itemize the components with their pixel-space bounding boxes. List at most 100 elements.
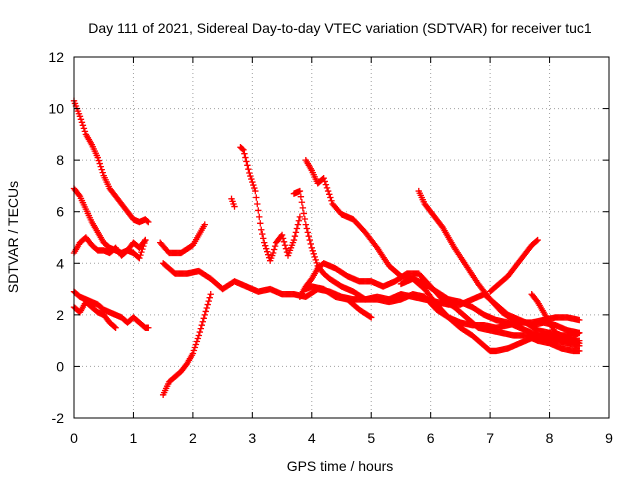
data-point <box>204 301 211 308</box>
series-arc-06 <box>156 221 208 257</box>
data-point <box>533 237 540 245</box>
x-tick-label: 6 <box>427 430 435 446</box>
y-tick-label: 10 <box>48 101 64 117</box>
data-point <box>368 314 375 321</box>
data-point <box>201 311 208 319</box>
data-point <box>141 238 148 245</box>
data-point <box>201 221 208 228</box>
data-point <box>298 199 306 206</box>
data-point <box>296 187 304 195</box>
data-point <box>145 218 152 226</box>
data-point <box>366 313 374 320</box>
data-point <box>299 204 307 212</box>
data-point <box>248 175 255 183</box>
data-point <box>252 187 259 195</box>
data-point <box>269 249 277 257</box>
data-point <box>310 250 317 258</box>
data-point <box>576 329 583 337</box>
data-point <box>200 315 207 322</box>
data-point <box>207 291 214 298</box>
data-point <box>263 245 270 252</box>
data-point <box>255 207 262 214</box>
x-tick-labels: 0 1 2 3 4 5 6 7 8 9 <box>70 430 613 446</box>
data-point <box>231 203 238 210</box>
data-point <box>278 231 286 239</box>
data-point <box>307 240 314 248</box>
data-point <box>98 166 105 173</box>
data-point <box>292 229 300 236</box>
data-point <box>281 242 289 249</box>
y-tick-label: 0 <box>56 358 64 374</box>
data-point <box>243 158 250 165</box>
series-arc-01 <box>70 97 152 226</box>
data-point <box>264 251 272 258</box>
data-point <box>294 221 302 228</box>
data-point <box>576 347 583 355</box>
data-point <box>326 191 333 198</box>
data-point <box>313 259 320 267</box>
data-point <box>295 217 303 224</box>
data-point <box>80 125 88 132</box>
data-point <box>78 119 86 126</box>
plot-frame <box>73 56 610 419</box>
data-point <box>291 233 299 240</box>
data-point <box>191 344 199 351</box>
series-arc-08 <box>159 291 214 398</box>
data-point <box>309 247 316 255</box>
x-tick-label: 7 <box>486 430 494 446</box>
data-point <box>305 233 313 240</box>
data-point <box>244 162 251 169</box>
data-point <box>282 245 290 252</box>
data-point <box>262 242 269 249</box>
data-point <box>296 213 304 221</box>
data-point <box>199 318 206 325</box>
data-point <box>241 150 248 157</box>
data-point <box>253 194 260 201</box>
data-point <box>328 197 335 204</box>
x-tick-label: 0 <box>70 430 78 446</box>
data-point <box>327 194 334 201</box>
data-point <box>79 122 87 129</box>
data-point <box>250 181 257 189</box>
data-point <box>144 217 151 225</box>
data-point <box>320 174 327 182</box>
series-arc-13 <box>296 260 583 355</box>
series-arc-10 <box>228 195 238 210</box>
data-point <box>293 225 301 232</box>
data-point <box>247 172 254 180</box>
data-point <box>138 248 145 256</box>
x-tick-label: 3 <box>248 430 256 446</box>
data-point <box>322 181 330 188</box>
data-point <box>242 154 249 161</box>
data-point <box>239 145 246 153</box>
data-point <box>246 169 253 177</box>
x-tick-label: 2 <box>189 430 197 446</box>
data-point <box>137 251 144 259</box>
series-arc-09 <box>237 144 304 264</box>
data-point <box>261 239 268 246</box>
x-tick-label: 8 <box>546 430 554 446</box>
data-point <box>112 324 119 331</box>
data-point <box>245 165 252 173</box>
data-point <box>205 297 212 305</box>
ticks <box>73 56 610 419</box>
data-point <box>192 341 200 348</box>
data-point <box>300 210 308 217</box>
data-point <box>271 242 279 250</box>
data-point <box>308 244 315 252</box>
data-point <box>323 184 331 192</box>
data-point <box>324 187 332 195</box>
data-point <box>280 238 288 245</box>
y-axis-label: SDTVAR / TECUs <box>5 181 21 293</box>
data-point <box>304 229 312 236</box>
data-point <box>576 316 583 324</box>
data-point <box>94 154 101 161</box>
y-tick-label: 6 <box>56 204 64 220</box>
data-point <box>263 248 271 255</box>
data-point <box>75 191 83 199</box>
y-tick-label: 2 <box>56 307 64 323</box>
data-point <box>297 193 305 200</box>
data-point <box>534 236 541 244</box>
